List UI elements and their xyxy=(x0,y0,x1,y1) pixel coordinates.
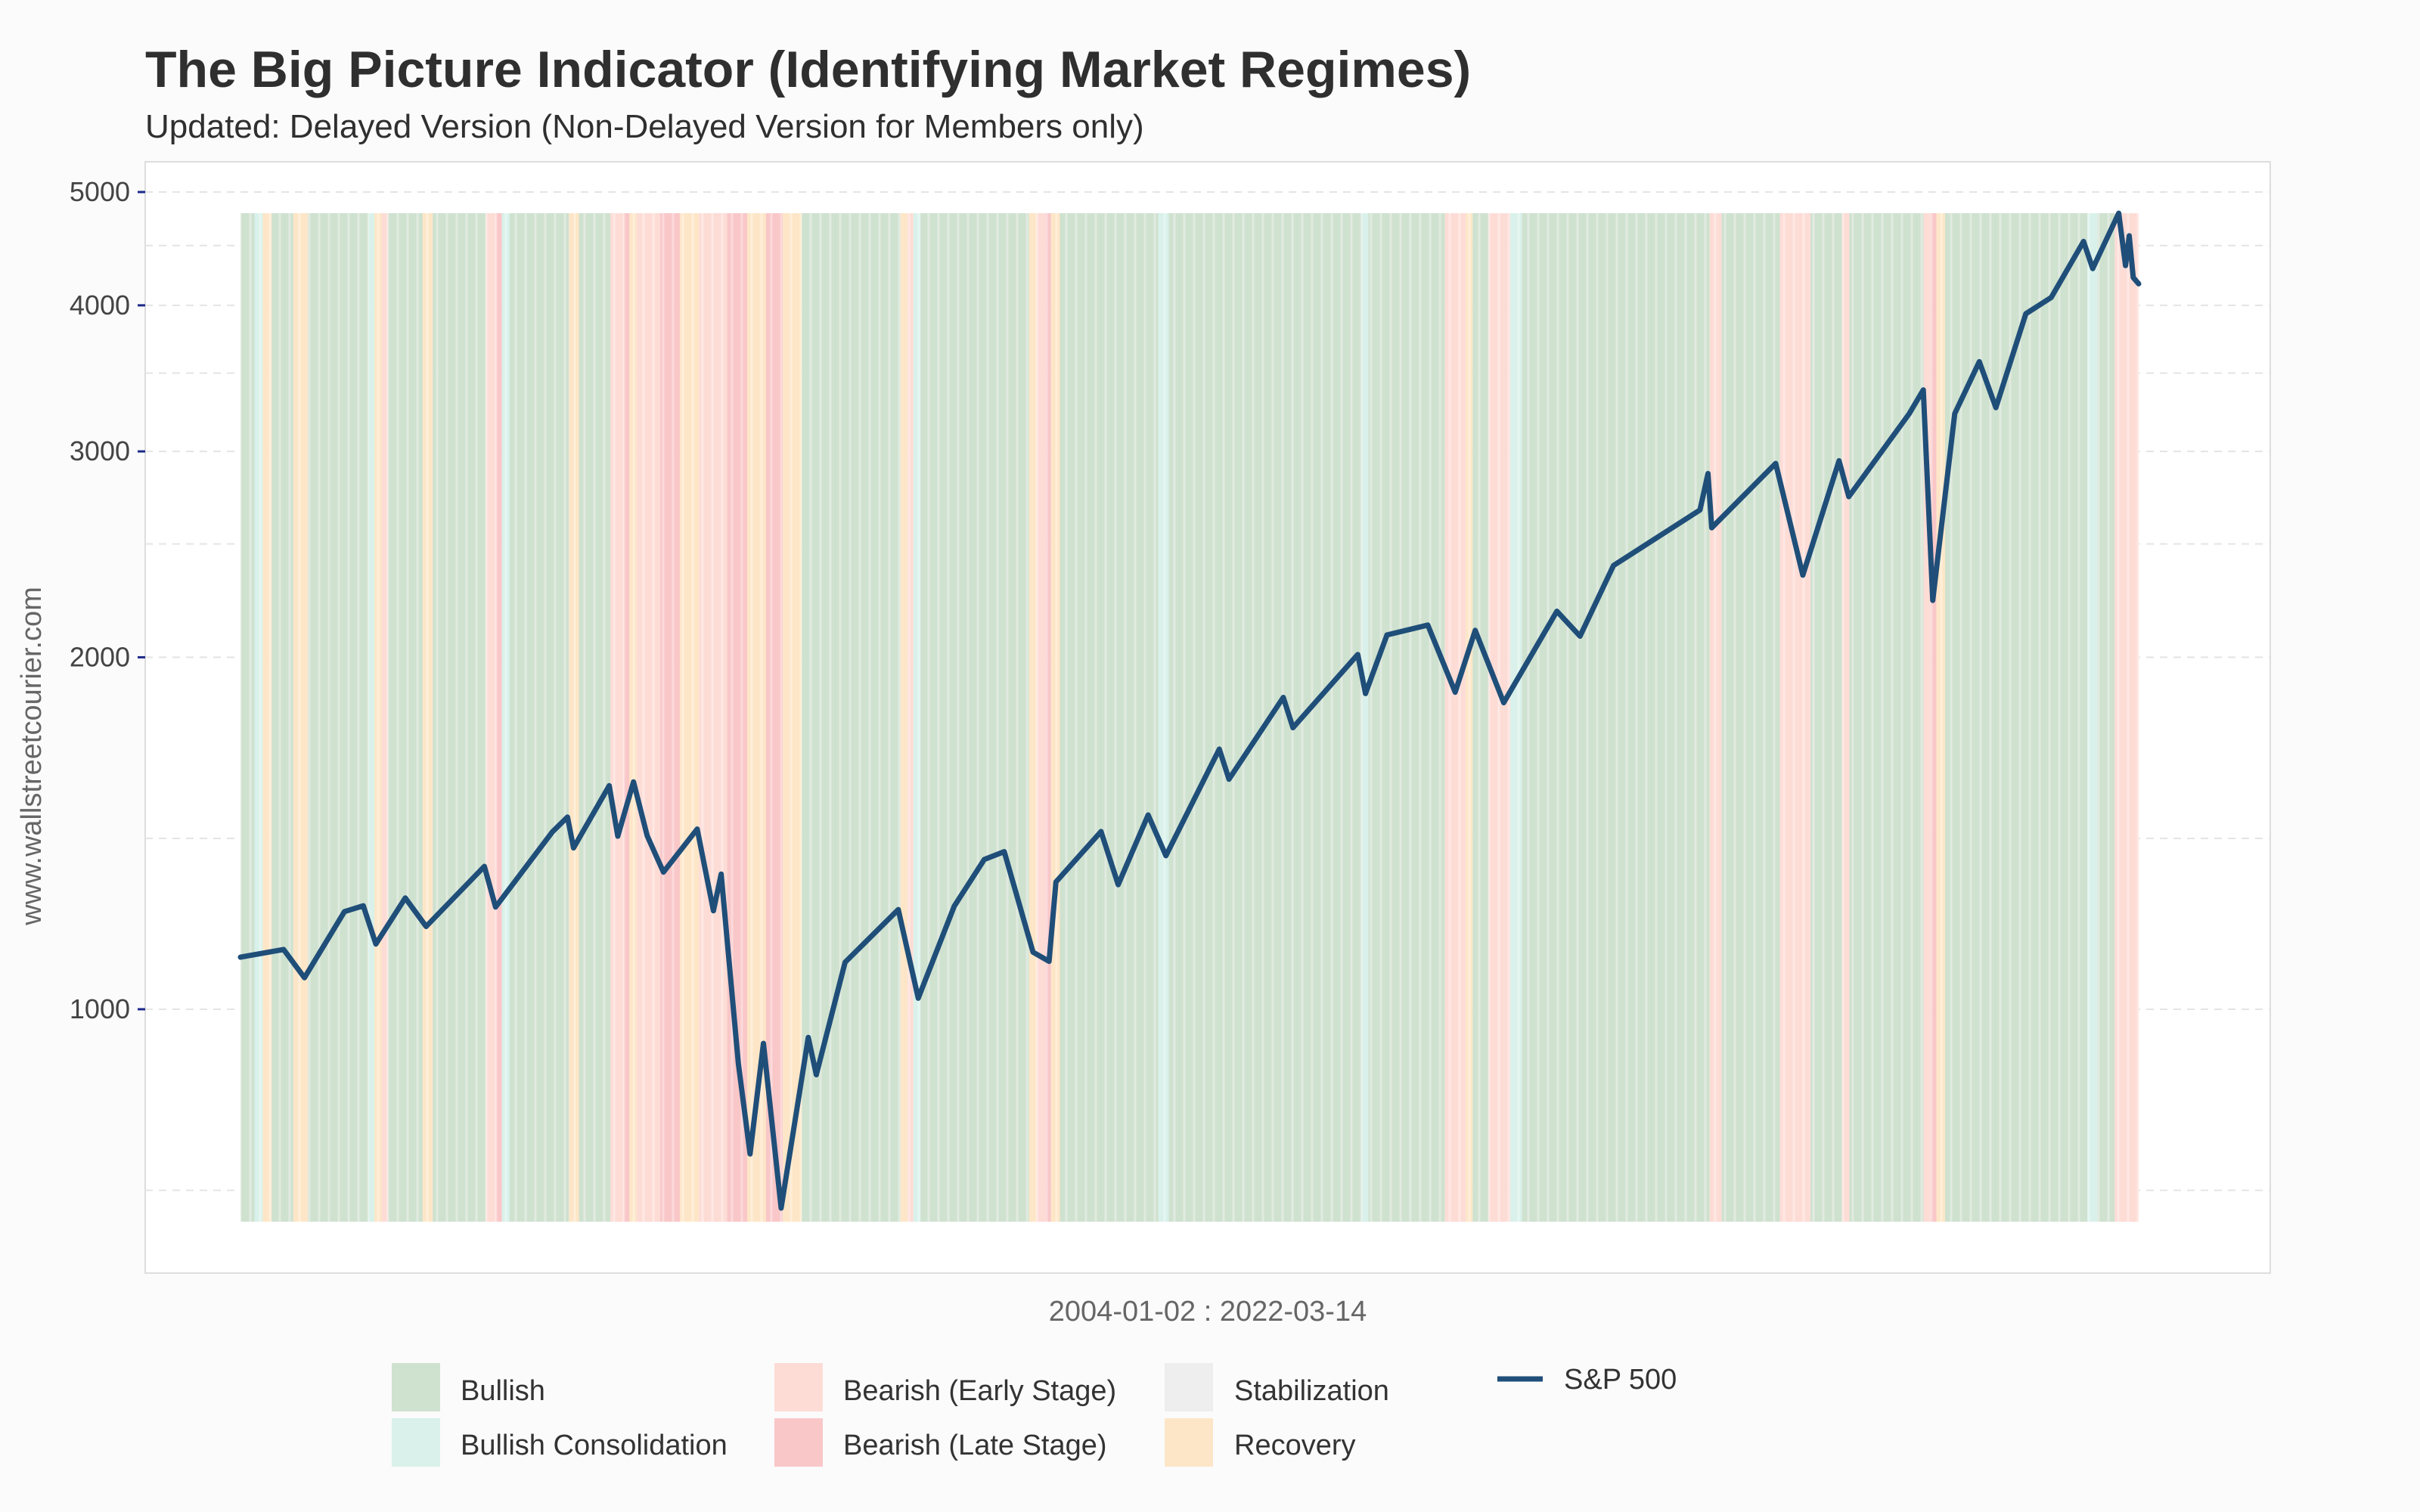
legend-swatch-bullish-consolidation xyxy=(392,1418,440,1467)
y-axis-label: www.wallstreetcourier.com xyxy=(16,587,48,926)
regime-band xyxy=(1028,213,1037,1222)
regime-band xyxy=(1779,213,1811,1222)
regime-band xyxy=(387,213,423,1222)
legend-swatch-recovery xyxy=(1165,1418,1213,1467)
y-tick-label: 2000 xyxy=(70,641,130,672)
regime-band xyxy=(1361,213,1369,1222)
regime-band xyxy=(1923,213,1931,1222)
regime-band xyxy=(2114,213,2139,1222)
regime-band xyxy=(1510,213,1522,1222)
y-tick-label: 3000 xyxy=(70,435,130,466)
legend-swatch-stabilization xyxy=(1165,1363,1213,1411)
regime-band xyxy=(1158,213,1169,1222)
regime-band xyxy=(579,213,611,1222)
regime-band xyxy=(699,213,728,1222)
regime-band xyxy=(308,213,369,1222)
regime-band xyxy=(374,213,382,1222)
regime-band xyxy=(2097,213,2115,1222)
y-axis: 1000 2000 3000 4000 5000 xyxy=(70,176,145,1024)
regime-band xyxy=(569,213,579,1222)
legend-label-bullish: Bullish xyxy=(461,1375,545,1407)
regime-band xyxy=(433,213,486,1222)
regime-band xyxy=(1709,213,1722,1222)
regime-band xyxy=(422,213,433,1222)
regime-band xyxy=(1466,213,1473,1222)
regime-band xyxy=(1841,213,1850,1222)
regime-band xyxy=(783,213,802,1222)
regime-band xyxy=(1810,213,1842,1222)
regime-band xyxy=(746,213,766,1222)
regime-band xyxy=(240,213,255,1222)
chart-title: The Big Picture Indicator (Identifying M… xyxy=(145,41,1471,98)
regime-bands xyxy=(239,213,2139,1222)
regime-band xyxy=(262,213,272,1222)
regime-band xyxy=(509,213,569,1222)
regime-band xyxy=(254,213,263,1222)
regime-band xyxy=(623,213,630,1222)
legend-swatch-bearish-late xyxy=(774,1418,823,1467)
y-tick-label: 5000 xyxy=(70,176,130,207)
regime-band xyxy=(1444,213,1466,1222)
regime-band xyxy=(1522,213,1710,1222)
regime-band xyxy=(659,213,681,1222)
regime-band xyxy=(1036,213,1046,1222)
regime-band xyxy=(1488,213,1511,1222)
regime-band xyxy=(920,213,1029,1222)
regime-band xyxy=(1944,213,2088,1222)
legend-label-sp500: S&P 500 xyxy=(1564,1364,1677,1396)
regime-band xyxy=(368,213,375,1222)
regime-band xyxy=(1849,213,1924,1222)
regime-band xyxy=(765,213,783,1222)
regime-band xyxy=(486,213,497,1222)
y-tick-label: 1000 xyxy=(70,993,130,1024)
regime-band xyxy=(381,213,388,1222)
legend-label-bearish-late: Bearish (Late Stage) xyxy=(843,1430,1107,1461)
regime-band xyxy=(1060,213,1159,1222)
y-tick-label: 4000 xyxy=(70,290,130,321)
regime-band xyxy=(1050,213,1060,1222)
regime-band xyxy=(2087,213,2098,1222)
regime-band xyxy=(1721,213,1780,1222)
regime-band xyxy=(610,213,624,1222)
line-layer xyxy=(237,210,2142,1211)
legend: Bullish Bullish Consolidation Bearish (E… xyxy=(392,1363,1677,1467)
regime-band xyxy=(1936,213,1945,1222)
regime-band xyxy=(1168,213,1362,1222)
regime-band xyxy=(680,213,700,1222)
regime-band xyxy=(913,213,921,1222)
legend-label-recovery: Recovery xyxy=(1234,1430,1356,1461)
regime-band xyxy=(1368,213,1445,1222)
regime-band xyxy=(636,213,660,1222)
legend-label-stabilization: Stabilization xyxy=(1234,1375,1389,1407)
regime-band xyxy=(629,213,637,1222)
x-axis-label: 2004-01-02 : 2022-03-14 xyxy=(1049,1296,1367,1328)
regime-band xyxy=(501,213,510,1222)
series-line-sp500 xyxy=(237,210,2142,1211)
legend-label-bullish-consolidation: Bullish Consolidation xyxy=(461,1430,728,1461)
regime-band xyxy=(1472,213,1489,1222)
chart-subtitle: Updated: Delayed Version (Non-Delayed Ve… xyxy=(145,108,1144,145)
regime-band xyxy=(900,213,908,1222)
legend-swatch-bearish-early xyxy=(774,1363,823,1411)
regime-band xyxy=(907,213,914,1222)
legend-swatch-bullish xyxy=(392,1363,440,1411)
regime-band xyxy=(1930,213,1937,1222)
regime-band xyxy=(802,213,901,1222)
regime-band xyxy=(271,213,293,1222)
legend-label-bearish-early: Bearish (Early Stage) xyxy=(843,1375,1116,1407)
regime-band xyxy=(1045,213,1051,1222)
regime-band xyxy=(496,213,502,1222)
